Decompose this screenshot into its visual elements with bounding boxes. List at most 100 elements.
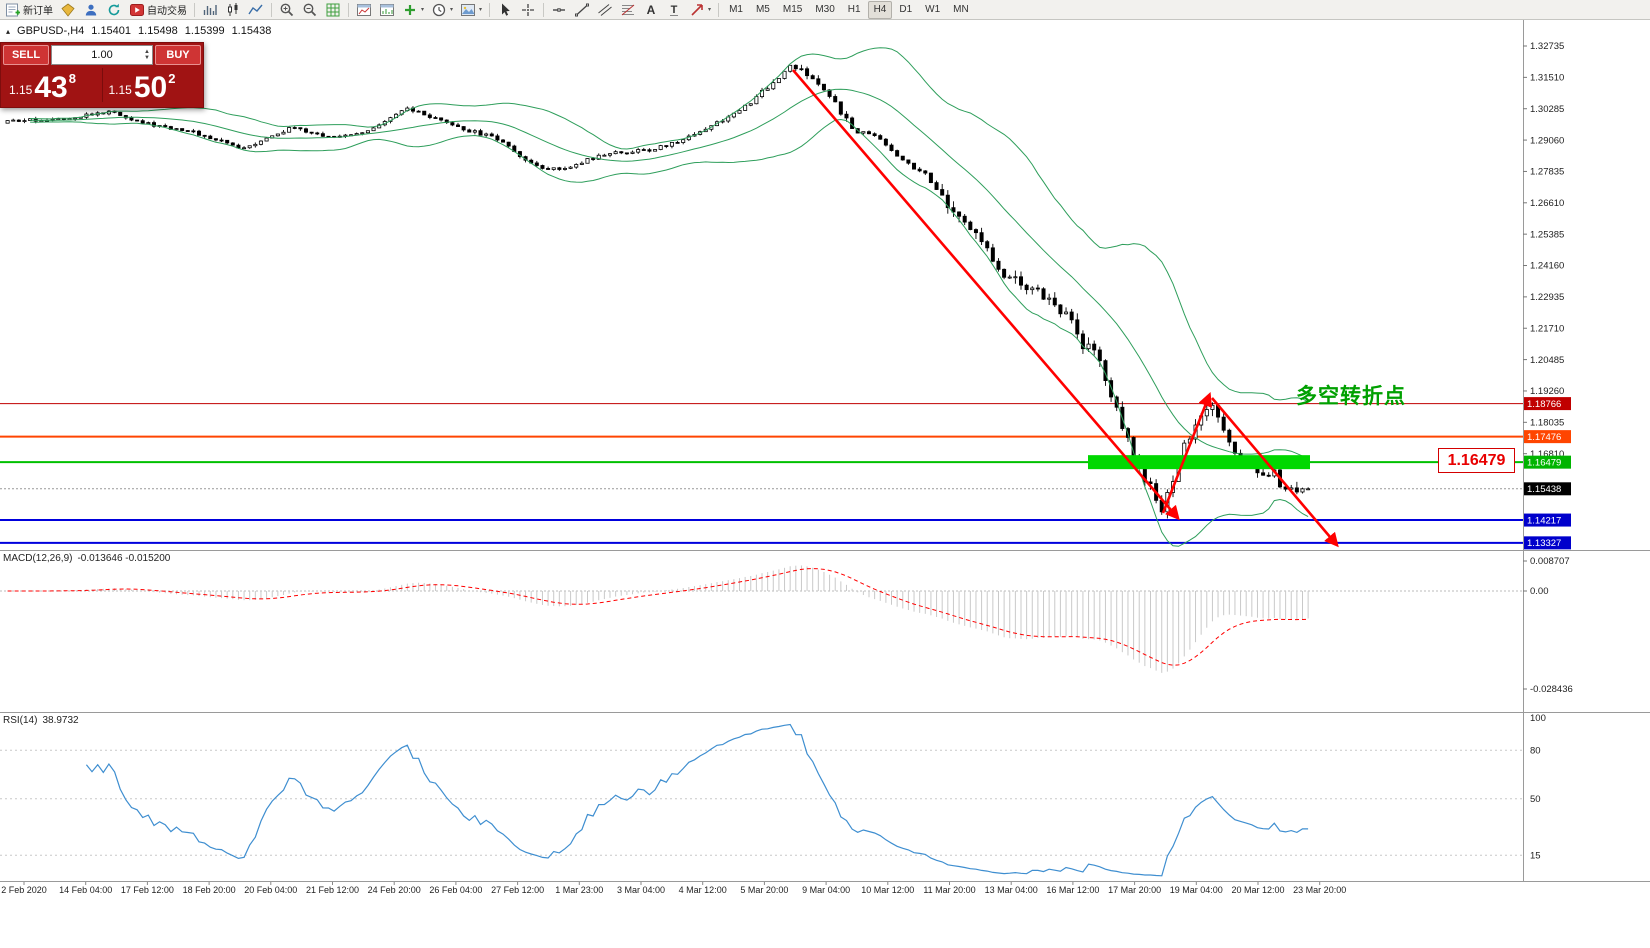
price-tick-label: 1.31510 [1530, 73, 1564, 84]
auto-trading-button[interactable]: 自动交易 [126, 0, 190, 20]
dropdown-arrow-icon: ▾ [708, 7, 712, 13]
ohlc-open: 1.15401 [91, 25, 132, 37]
crosshair-tool-button[interactable] [517, 0, 539, 20]
price-badge-label: 1.18766 [1527, 399, 1561, 410]
trend-arrow-1[interactable] [792, 69, 1180, 521]
time-label: 18 Feb 20:00 [183, 885, 236, 895]
dropdown-arrow-icon: ▾ [421, 7, 425, 13]
refresh-icon[interactable] [103, 0, 125, 20]
buy-price[interactable]: 1.15 50 2 [103, 65, 202, 105]
time-label: 26 Feb 04:00 [429, 885, 482, 895]
textA-icon: A [647, 3, 656, 17]
dropdown-arrow-icon: ▾ [450, 7, 454, 13]
time-label: 11 Mar 20:00 [923, 885, 975, 895]
time-label: 20 Feb 04:00 [244, 885, 297, 895]
turning-point-annotation[interactable]: 多空转折点 [1296, 385, 1406, 408]
text-tool[interactable]: A [640, 0, 662, 20]
candles-icon [228, 2, 238, 16]
accounts-icon[interactable] [80, 0, 102, 20]
indicators-window-button[interactable] [353, 0, 375, 20]
label-tool[interactable]: T [663, 0, 685, 20]
timeframe-m5[interactable]: M5 [755, 3, 770, 15]
volume-field[interactable]: 1.00 ▲ ▼ [51, 45, 153, 65]
trend-arrow-3[interactable] [1211, 397, 1339, 548]
sell-price[interactable]: 1.15 43 8 [3, 65, 102, 105]
timeframe-m1[interactable]: M1 [729, 3, 743, 15]
timeframe-m15[interactable]: M15 [782, 3, 803, 15]
time-label: 16 Mar 12:00 [1046, 885, 1099, 895]
timeframe-m30[interactable]: M30 [815, 3, 835, 15]
price-tick-label: 1.18035 [1530, 418, 1564, 429]
channel-tool[interactable] [594, 0, 616, 20]
trendline-tool[interactable] [571, 0, 593, 20]
price-tick-label: 1.19260 [1530, 386, 1564, 397]
templates-dropdown[interactable]: ▾ [457, 0, 485, 20]
price-tick-label: 1.21710 [1530, 323, 1564, 334]
price-badge-label: 1.16479 [1527, 458, 1561, 469]
cursor-tool-button[interactable] [494, 0, 516, 20]
time-label: 2 Feb 2020 [1, 885, 47, 895]
fibonacci-tool[interactable] [617, 0, 639, 20]
tile-windows-button[interactable] [322, 0, 344, 20]
price-callout-label[interactable]: 1.16479 [1438, 448, 1515, 473]
dropdown-arrow-icon: ▾ [479, 7, 483, 13]
trendline-icon [575, 3, 590, 16]
objects-window-button[interactable] [376, 0, 398, 20]
objwin-icon [380, 3, 394, 16]
sell-button[interactable]: SELL [3, 45, 49, 65]
zoomout-icon [303, 3, 317, 16]
candlestick-chart-button[interactable] [222, 0, 244, 20]
price-axis: 1.32735 1.31510 1.30285 1.29060 1.27835 1.266… [1523, 41, 1571, 550]
support-rectangle[interactable] [1088, 455, 1310, 470]
ohlc-close: 1.15438 [231, 25, 272, 37]
trend-arrow-2[interactable] [1161, 392, 1212, 514]
timeframe-h4[interactable]: H4 [867, 0, 893, 19]
timeframe-d1[interactable]: D1 [899, 3, 913, 15]
macd-histogram [12, 565, 1309, 673]
price-badge [1524, 482, 1571, 496]
volume-up-button[interactable]: ▲ [144, 49, 150, 55]
volume-down-button[interactable]: ▼ [144, 55, 150, 61]
ohlc-low: 1.15399 [184, 25, 225, 37]
zoom-out-button[interactable] [299, 0, 321, 20]
rsi-name: RSI(14) [3, 715, 38, 726]
price-badge [1524, 455, 1571, 469]
market-watch-icon[interactable] [57, 0, 79, 20]
horizontal-line-tool[interactable] [548, 0, 570, 20]
arrows-tool-dropdown[interactable]: ▾ [686, 0, 714, 20]
new-order-button[interactable]: 新订单 [2, 0, 56, 20]
channel-icon [598, 3, 612, 16]
timeframe-h1[interactable]: H1 [847, 3, 861, 15]
zoom-in-button[interactable] [276, 0, 298, 20]
rsi-scale-label: 100 [1530, 713, 1546, 724]
price-tick-label: 1.29060 [1530, 135, 1564, 146]
clock-icon [432, 3, 446, 16]
ohlc-high: 1.15498 [138, 25, 178, 37]
price-badge-label: 1.15438 [1527, 484, 1561, 495]
buy-button[interactable]: BUY [155, 45, 201, 65]
timeframe-mn[interactable]: MN [953, 3, 969, 15]
time-label: 19 Mar 04:00 [1170, 885, 1223, 895]
time-label: 21 Feb 12:00 [306, 885, 359, 895]
line-chart-button[interactable] [245, 0, 267, 20]
price-tick-label: 1.16810 [1530, 449, 1564, 460]
bollinger-upper-band [30, 47, 1309, 403]
bollinger-middle-band [30, 88, 1309, 460]
cursor-icon [502, 3, 510, 16]
time-label: 20 Mar 12:00 [1231, 885, 1284, 895]
time-label: 9 Mar 04:00 [802, 885, 850, 895]
bar-chart-button[interactable] [199, 0, 221, 20]
timeframe-w1[interactable]: W1 [925, 3, 941, 15]
price-level-lines[interactable] [0, 403, 1523, 544]
add-indicator-dropdown[interactable]: ▾ [399, 0, 427, 20]
price-badge-label: 1.14217 [1527, 515, 1561, 526]
one-click-trading-panel: SELL 1.00 ▲ ▼ BUY 1.15 43 8 1.15 50 2 [0, 42, 204, 108]
grid-icon [326, 3, 340, 16]
periods-dropdown[interactable]: ▾ [428, 0, 456, 20]
price-badge [1524, 430, 1571, 444]
price-badge [1524, 513, 1571, 527]
rsi-line [85, 723, 1309, 877]
bars-icon [203, 4, 217, 15]
volume-value: 1.00 [91, 49, 113, 61]
